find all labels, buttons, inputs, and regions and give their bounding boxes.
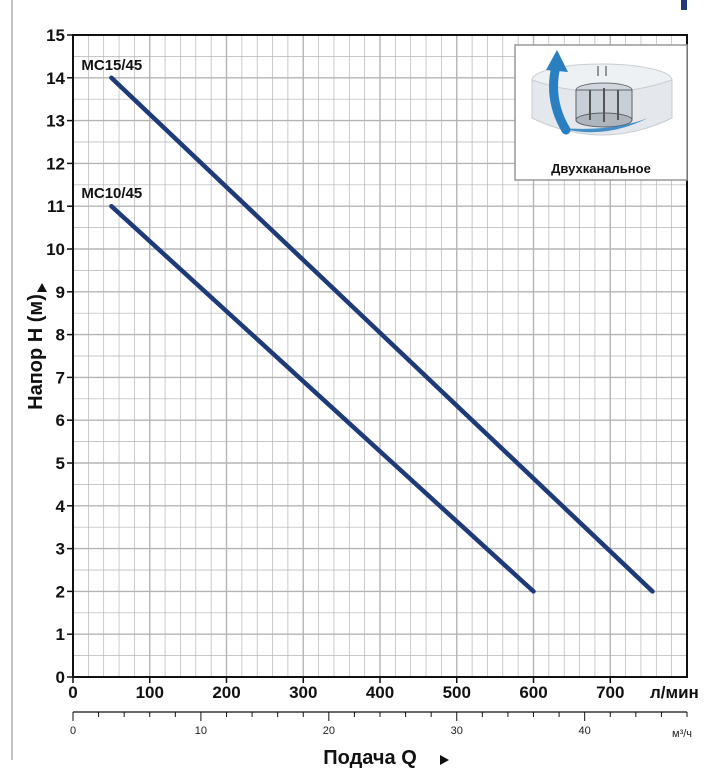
- flow-arrow-icon: [546, 50, 568, 72]
- series-lines: MC15/45 MC10/45: [81, 57, 655, 594]
- series-label-1: MC15/45: [81, 57, 142, 74]
- series-line-1: [109, 75, 655, 594]
- y-tick-label: 12: [46, 154, 65, 173]
- x2-tick-label: 10: [195, 725, 207, 737]
- x-tick-label: 100: [136, 683, 164, 702]
- y-tick-label: 6: [56, 411, 65, 430]
- y-tick-label: 1: [56, 625, 65, 644]
- x-tick-label: 600: [519, 683, 547, 702]
- y-tick-label: 8: [56, 326, 65, 345]
- x-tick-label: 200: [212, 683, 240, 702]
- y-tick-label: 14: [46, 69, 65, 88]
- secondary-x-axis: 0 10 20 30 40: [70, 711, 688, 737]
- y-tick-label: 7: [56, 368, 65, 387]
- corner-mark: [681, 0, 687, 10]
- series-line-2: [109, 203, 536, 594]
- impeller-inset: Двухканальное: [514, 44, 688, 181]
- y-tick-label: 9: [56, 283, 65, 302]
- x-tick-label: 0: [68, 683, 77, 702]
- x-unit-label: л/мин: [650, 683, 699, 702]
- y-tick-label: 13: [46, 112, 65, 131]
- y-tick-label: 11: [47, 197, 65, 216]
- y-axis-arrow-icon: [37, 283, 47, 292]
- y-tick-label: 10: [46, 240, 65, 259]
- y-axis-title: Напор H (м): [25, 294, 47, 410]
- x-tick-label: 400: [366, 683, 394, 702]
- x-axis-title: Подача Q: [323, 747, 417, 769]
- series-label-2: MC10/45: [81, 185, 142, 202]
- y-tick-label: 4: [56, 497, 66, 516]
- x-tick-label: 700: [596, 683, 624, 702]
- x-axis-arrow-icon: [440, 755, 449, 765]
- y-tick-label: 15: [46, 26, 65, 45]
- y-tick-label: 2: [56, 582, 65, 601]
- x2-tick-label: 0: [70, 725, 76, 737]
- x2-tick-label: 20: [323, 725, 335, 737]
- impeller-illustration: [531, 50, 673, 136]
- grid: [72, 34, 688, 678]
- x-tick-labels: 0 100 200 300 400 500 600 700: [68, 677, 624, 702]
- x-tick-label: 300: [289, 683, 317, 702]
- y-tick-label: 5: [56, 454, 65, 473]
- x2-tick-label: 40: [579, 725, 591, 737]
- y-tick-label: 0: [56, 668, 65, 687]
- inset-caption: Двухканальное: [551, 161, 651, 176]
- x2-unit-label: м³/ч: [672, 728, 692, 740]
- y-tick-label: 3: [56, 540, 65, 559]
- x-tick-label: 500: [443, 683, 471, 702]
- x2-tick-label: 30: [451, 725, 463, 737]
